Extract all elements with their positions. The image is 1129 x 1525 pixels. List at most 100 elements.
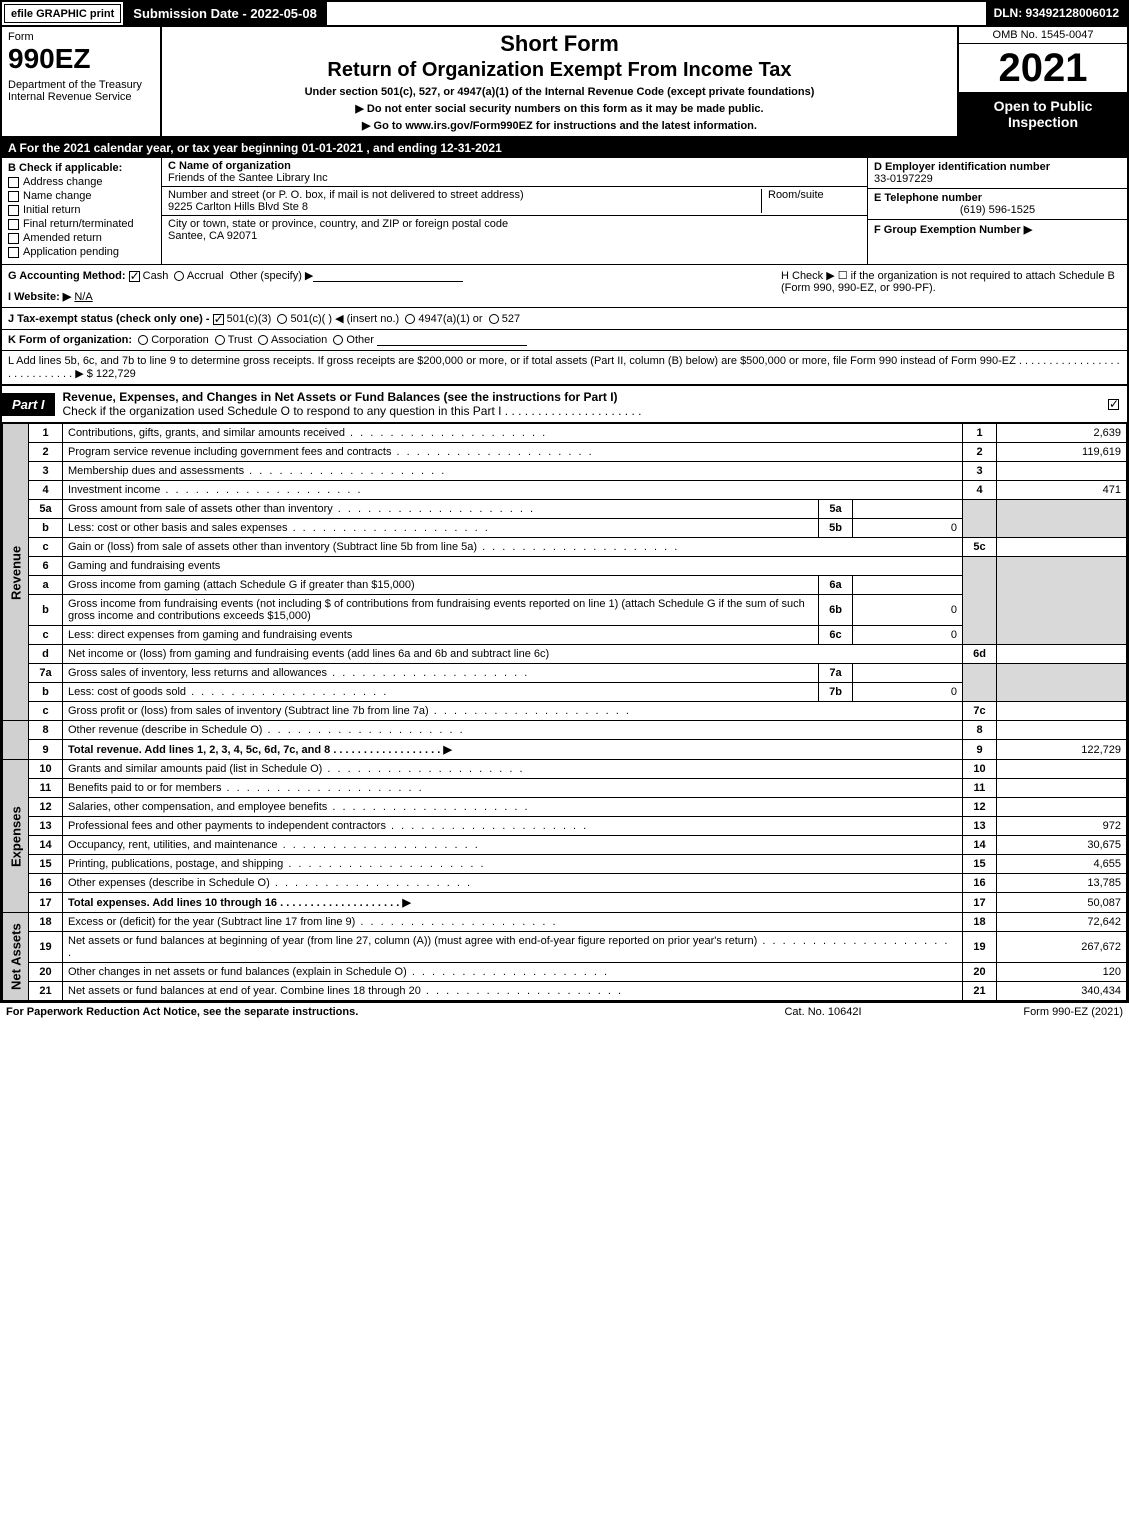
- part-i-table: Revenue 1 Contributions, gifts, grants, …: [2, 423, 1127, 1001]
- line-5a-mamt: [853, 500, 963, 519]
- chk-part-i-schedule-o[interactable]: [1108, 399, 1119, 410]
- chk-corporation[interactable]: [138, 335, 148, 345]
- line-19-amt: 267,672: [997, 932, 1127, 963]
- line-7c-amt: [997, 702, 1127, 721]
- chk-other-org[interactable]: [333, 335, 343, 345]
- chk-501c3[interactable]: [213, 314, 224, 325]
- line-16-desc: Other expenses (describe in Schedule O): [68, 877, 472, 889]
- chk-amended-return[interactable]: [8, 233, 19, 244]
- chk-trust[interactable]: [215, 335, 225, 345]
- chk-address-change[interactable]: [8, 177, 19, 188]
- ein-value: 33-0197229: [874, 173, 933, 185]
- line-20-num: 20: [29, 963, 63, 982]
- line-2-ref: 2: [963, 443, 997, 462]
- c-name-label: C Name of organization: [168, 160, 291, 172]
- chk-association[interactable]: [258, 335, 268, 345]
- footer-formref: Form 990-EZ (2021): [923, 1006, 1123, 1018]
- line-5a-desc: Gross amount from sale of assets other t…: [68, 503, 535, 515]
- line-21-desc: Net assets or fund balances at end of ye…: [68, 985, 623, 997]
- chk-4947[interactable]: [405, 314, 415, 324]
- efile-print-button[interactable]: efile GRAPHIC print: [4, 4, 121, 23]
- part-i-tag: Part I: [2, 393, 55, 416]
- lbl-initial-return: Initial return: [23, 204, 80, 216]
- chk-cash[interactable]: [129, 271, 140, 282]
- line-6d-num: d: [29, 645, 63, 664]
- section-b-thru-f: B Check if applicable: Address change Na…: [2, 158, 1127, 265]
- line-7b-desc: Less: cost of goods sold: [68, 686, 388, 698]
- other-specify-input[interactable]: [313, 270, 463, 282]
- line-14-desc: Occupancy, rent, utilities, and maintena…: [68, 839, 480, 851]
- lbl-trust: Trust: [228, 334, 253, 346]
- line-4-desc: Investment income: [68, 484, 363, 496]
- line-6b-desc: Gross income from fundraising events (no…: [63, 595, 819, 626]
- line-18-num: 18: [29, 913, 63, 932]
- line-7a-desc: Gross sales of inventory, less returns a…: [68, 667, 529, 679]
- line-7c-num: c: [29, 702, 63, 721]
- line-5a-num: 5a: [29, 500, 63, 519]
- lbl-527: 527: [502, 313, 520, 325]
- line-6c-desc: Less: direct expenses from gaming and fu…: [63, 626, 819, 645]
- line-3-amt: [997, 462, 1127, 481]
- line-3-desc: Membership dues and assessments: [68, 465, 446, 477]
- line-7b-mref: 7b: [819, 683, 853, 702]
- line-18-ref: 18: [963, 913, 997, 932]
- other-org-input[interactable]: [377, 334, 527, 346]
- line-7a-mamt: [853, 664, 963, 683]
- top-bar: efile GRAPHIC print Submission Date - 20…: [2, 2, 1127, 27]
- line-1-desc: Contributions, gifts, grants, and simila…: [68, 427, 547, 439]
- line-20-ref: 20: [963, 963, 997, 982]
- line-9-num: 9: [29, 740, 63, 760]
- page-footer: For Paperwork Reduction Act Notice, see …: [0, 1003, 1129, 1021]
- line-15-amt: 4,655: [997, 855, 1127, 874]
- chk-accrual[interactable]: [174, 271, 184, 281]
- line-5b-mref: 5b: [819, 519, 853, 538]
- line-5a-mref: 5a: [819, 500, 853, 519]
- line-2-num: 2: [29, 443, 63, 462]
- chk-501c[interactable]: [277, 314, 287, 324]
- line-20-amt: 120: [997, 963, 1127, 982]
- part-i-header: Part I Revenue, Expenses, and Changes in…: [2, 385, 1127, 423]
- j-label: J Tax-exempt status (check only one) -: [8, 313, 210, 325]
- line-7a-mref: 7a: [819, 664, 853, 683]
- header-right: OMB No. 1545-0047 2021 Open to Public In…: [957, 27, 1127, 136]
- line-6c-num: c: [29, 626, 63, 645]
- k-label: K Form of organization:: [8, 334, 132, 346]
- line-5b-desc: Less: cost or other basis and sales expe…: [68, 522, 490, 534]
- lbl-final-return: Final return/terminated: [23, 218, 134, 230]
- omb-number: OMB No. 1545-0047: [959, 27, 1127, 44]
- line-6d-amt: [997, 645, 1127, 664]
- website-value: N/A: [74, 291, 92, 303]
- line-12-desc: Salaries, other compensation, and employ…: [68, 801, 530, 813]
- lbl-address-change: Address change: [23, 176, 103, 188]
- chk-527[interactable]: [489, 314, 499, 324]
- line-15-ref: 15: [963, 855, 997, 874]
- line-12-num: 12: [29, 798, 63, 817]
- dln: DLN: 93492128006012: [986, 2, 1127, 25]
- line-6b-mamt: 0: [853, 595, 963, 626]
- line-6c-mref: 6c: [819, 626, 853, 645]
- form-header: Form 990EZ Department of the Treasury In…: [2, 27, 1127, 138]
- lbl-application-pending: Application pending: [23, 246, 119, 258]
- line-6c-mamt: 0: [853, 626, 963, 645]
- line-3-ref: 3: [963, 462, 997, 481]
- line-13-ref: 13: [963, 817, 997, 836]
- line-4-ref: 4: [963, 481, 997, 500]
- line-6b-num: b: [29, 595, 63, 626]
- lbl-other-org: Other: [346, 334, 374, 346]
- line-8-desc: Other revenue (describe in Schedule O): [68, 724, 465, 736]
- line-19-desc: Net assets or fund balances at beginning…: [68, 935, 949, 959]
- b-label: B Check if applicable:: [8, 162, 155, 174]
- line-21-amt: 340,434: [997, 982, 1127, 1001]
- line-14-amt: 30,675: [997, 836, 1127, 855]
- chk-application-pending[interactable]: [8, 247, 19, 258]
- f-group-label: F Group Exemption Number ▶: [874, 224, 1032, 236]
- line-5b-mamt: 0: [853, 519, 963, 538]
- line-9-desc: Total revenue. Add lines 1, 2, 3, 4, 5c,…: [68, 744, 452, 756]
- line-14-ref: 14: [963, 836, 997, 855]
- chk-final-return[interactable]: [8, 219, 19, 230]
- chk-initial-return[interactable]: [8, 205, 19, 216]
- line-7c-desc: Gross profit or (loss) from sales of inv…: [68, 705, 631, 717]
- line-14-num: 14: [29, 836, 63, 855]
- expenses-label: Expenses: [3, 760, 29, 913]
- chk-name-change[interactable]: [8, 191, 19, 202]
